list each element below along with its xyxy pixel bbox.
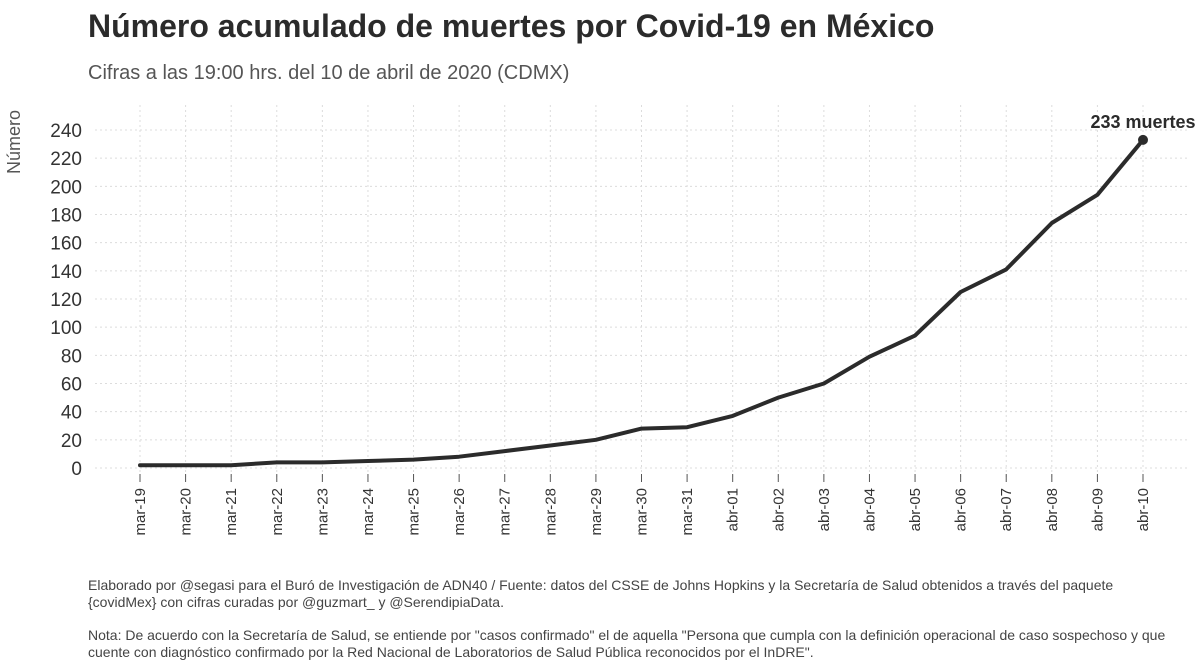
note-caption: Nota: De acuerdo con la Secretaría de Sa…: [88, 627, 1166, 660]
x-tick-label: mar-30: [634, 488, 651, 536]
x-tick-label: abr-07: [998, 488, 1015, 531]
x-tick-label: mar-25: [406, 488, 423, 536]
chart-subtitle: Cifras a las 19:00 hrs. del 10 de abril …: [88, 62, 570, 84]
x-tick-label: mar-27: [497, 488, 514, 536]
x-tick-label: abr-08: [1044, 488, 1061, 531]
x-tick-label: abr-01: [725, 488, 742, 531]
x-tick-label: abr-06: [953, 488, 970, 531]
y-tick-label: 80: [61, 346, 82, 367]
x-tick-label: mar-24: [360, 488, 377, 536]
x-tick-label: mar-28: [542, 488, 559, 536]
y-tick-label: 100: [50, 318, 82, 339]
series-line: [138, 137, 1145, 468]
gridlines: [95, 105, 1190, 480]
x-tick-label: mar-20: [178, 488, 195, 536]
x-tick-label: mar-19: [132, 488, 149, 536]
y-tick-label: 240: [50, 121, 82, 142]
x-tick-label: mar-23: [314, 488, 331, 536]
y-tick-label: 60: [61, 375, 82, 396]
x-tick-label: mar-22: [269, 488, 286, 536]
y-tick-label: 160: [50, 234, 82, 255]
credit-caption: Elaborado por @segasi para el Buró de In…: [88, 577, 1114, 610]
y-tick-label: 140: [50, 262, 82, 283]
y-tick-label: 120: [50, 290, 82, 311]
y-axis-label: Número: [4, 110, 24, 174]
y-axis: 0 20 40 60 80 100 120 140 160 180 200 220 240: [50, 121, 82, 480]
x-tick-label: mar-26: [451, 488, 468, 536]
x-axis: mar-19 mar-20 mar-21 mar-22 mar-23 mar-24 mar-…: [132, 474, 1152, 536]
x-tick-label: mar-21: [223, 488, 240, 536]
y-tick-label: 0: [71, 459, 82, 480]
annotation-group: 233 muertes: [1090, 112, 1196, 145]
y-tick-label: 200: [50, 177, 82, 198]
y-tick-label: 220: [50, 149, 82, 170]
chart-title: Número acumulado de muertes por Covid-19…: [88, 8, 935, 44]
x-tick-label: abr-05: [907, 488, 924, 531]
last-point-marker: [1138, 134, 1148, 145]
x-tick-label: abr-04: [861, 488, 878, 531]
x-tick-label: mar-31: [679, 488, 696, 536]
series-line-group: [138, 137, 1145, 468]
line-chart: 0 20 40 60 80 100 120 140 160 180 200 220 240 mar-19…: [4, 105, 1196, 536]
y-tick-label: 40: [61, 403, 82, 424]
y-tick-label: 20: [61, 431, 82, 452]
x-tick-label: abr-09: [1089, 488, 1106, 531]
annotation-label: 233 muertes: [1090, 112, 1195, 132]
x-tick-label: mar-29: [588, 488, 605, 536]
x-tick-label: abr-10: [1135, 488, 1152, 531]
y-tick-label: 180: [50, 206, 82, 227]
x-tick-label: abr-03: [816, 488, 833, 531]
x-tick-label: abr-02: [770, 488, 787, 531]
